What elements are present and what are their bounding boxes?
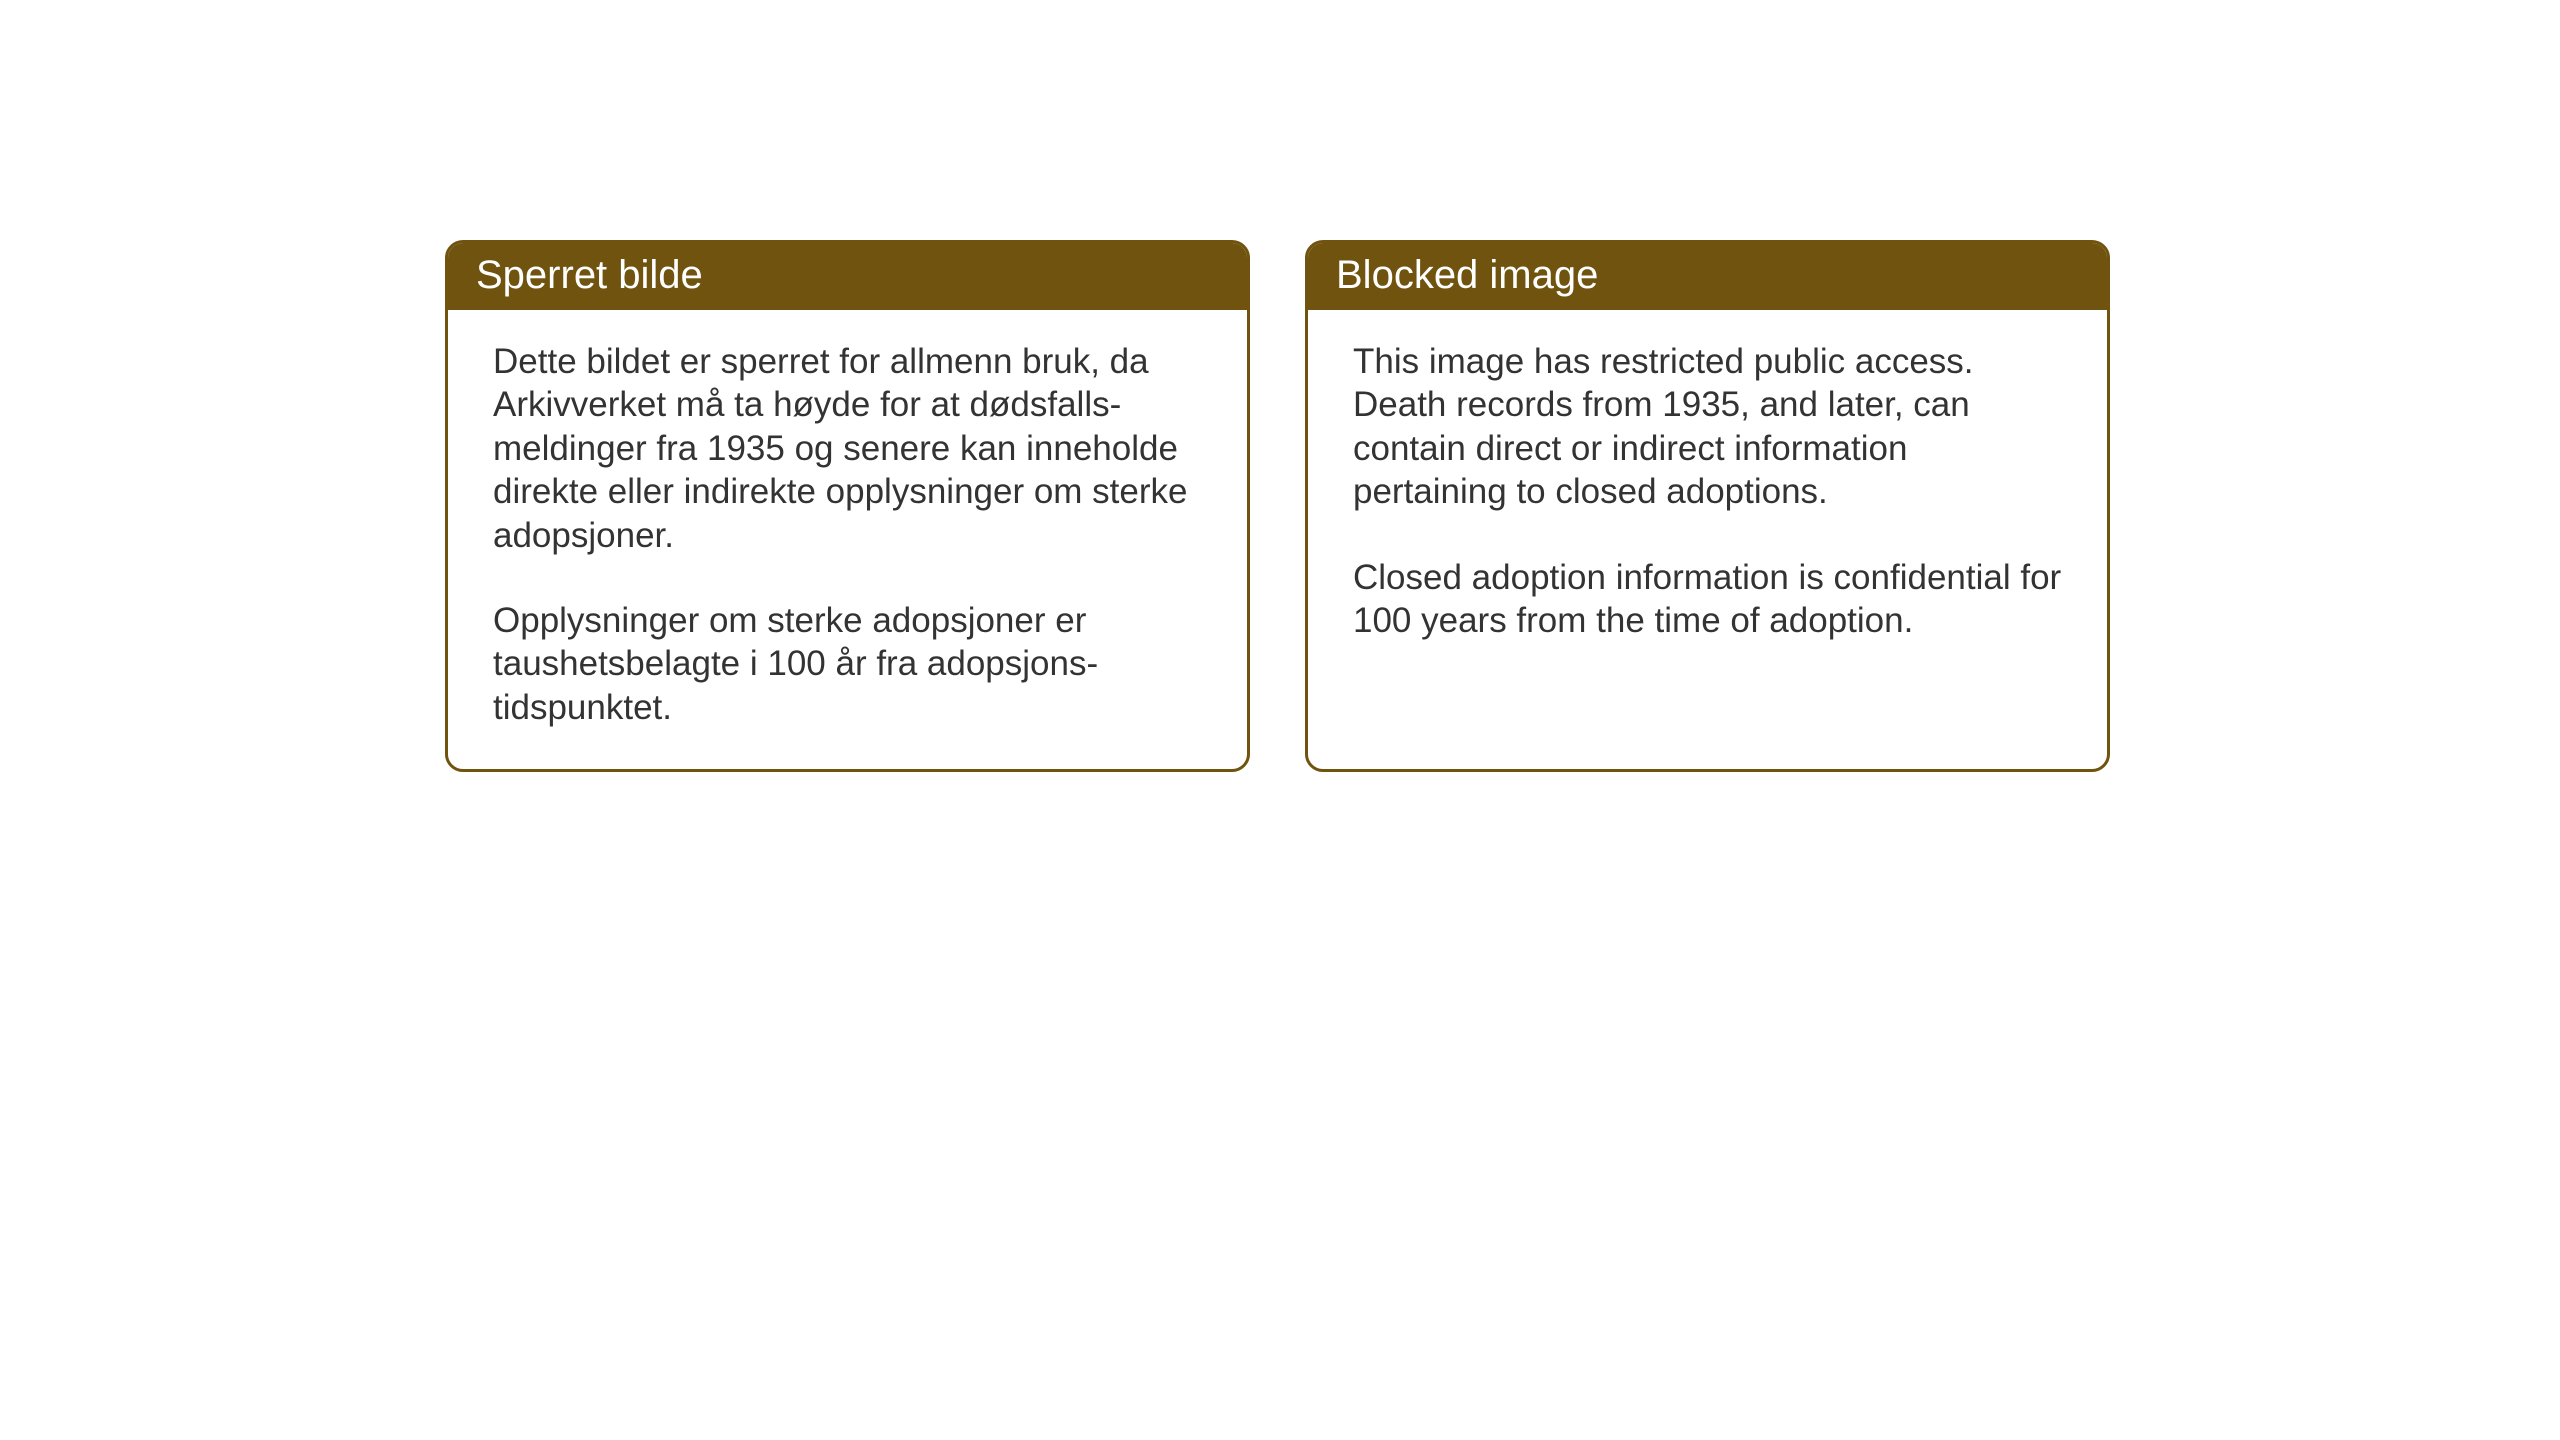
notice-paragraph-1-english: This image has restricted public access.… <box>1353 340 2062 514</box>
notice-paragraph-2-english: Closed adoption information is confident… <box>1353 556 2062 643</box>
notice-box-english: Blocked image This image has restricted … <box>1305 240 2110 772</box>
notice-body-english: This image has restricted public access.… <box>1308 310 2107 682</box>
notice-body-norwegian: Dette bildet er sperret for allmenn bruk… <box>448 310 1247 769</box>
notice-container: Sperret bilde Dette bildet er sperret fo… <box>445 240 2110 772</box>
notice-box-norwegian: Sperret bilde Dette bildet er sperret fo… <box>445 240 1250 772</box>
notice-header-norwegian: Sperret bilde <box>448 243 1247 310</box>
notice-paragraph-2-norwegian: Opplysninger om sterke adopsjoner er tau… <box>493 599 1202 729</box>
notice-paragraph-1-norwegian: Dette bildet er sperret for allmenn bruk… <box>493 340 1202 557</box>
notice-header-english: Blocked image <box>1308 243 2107 310</box>
